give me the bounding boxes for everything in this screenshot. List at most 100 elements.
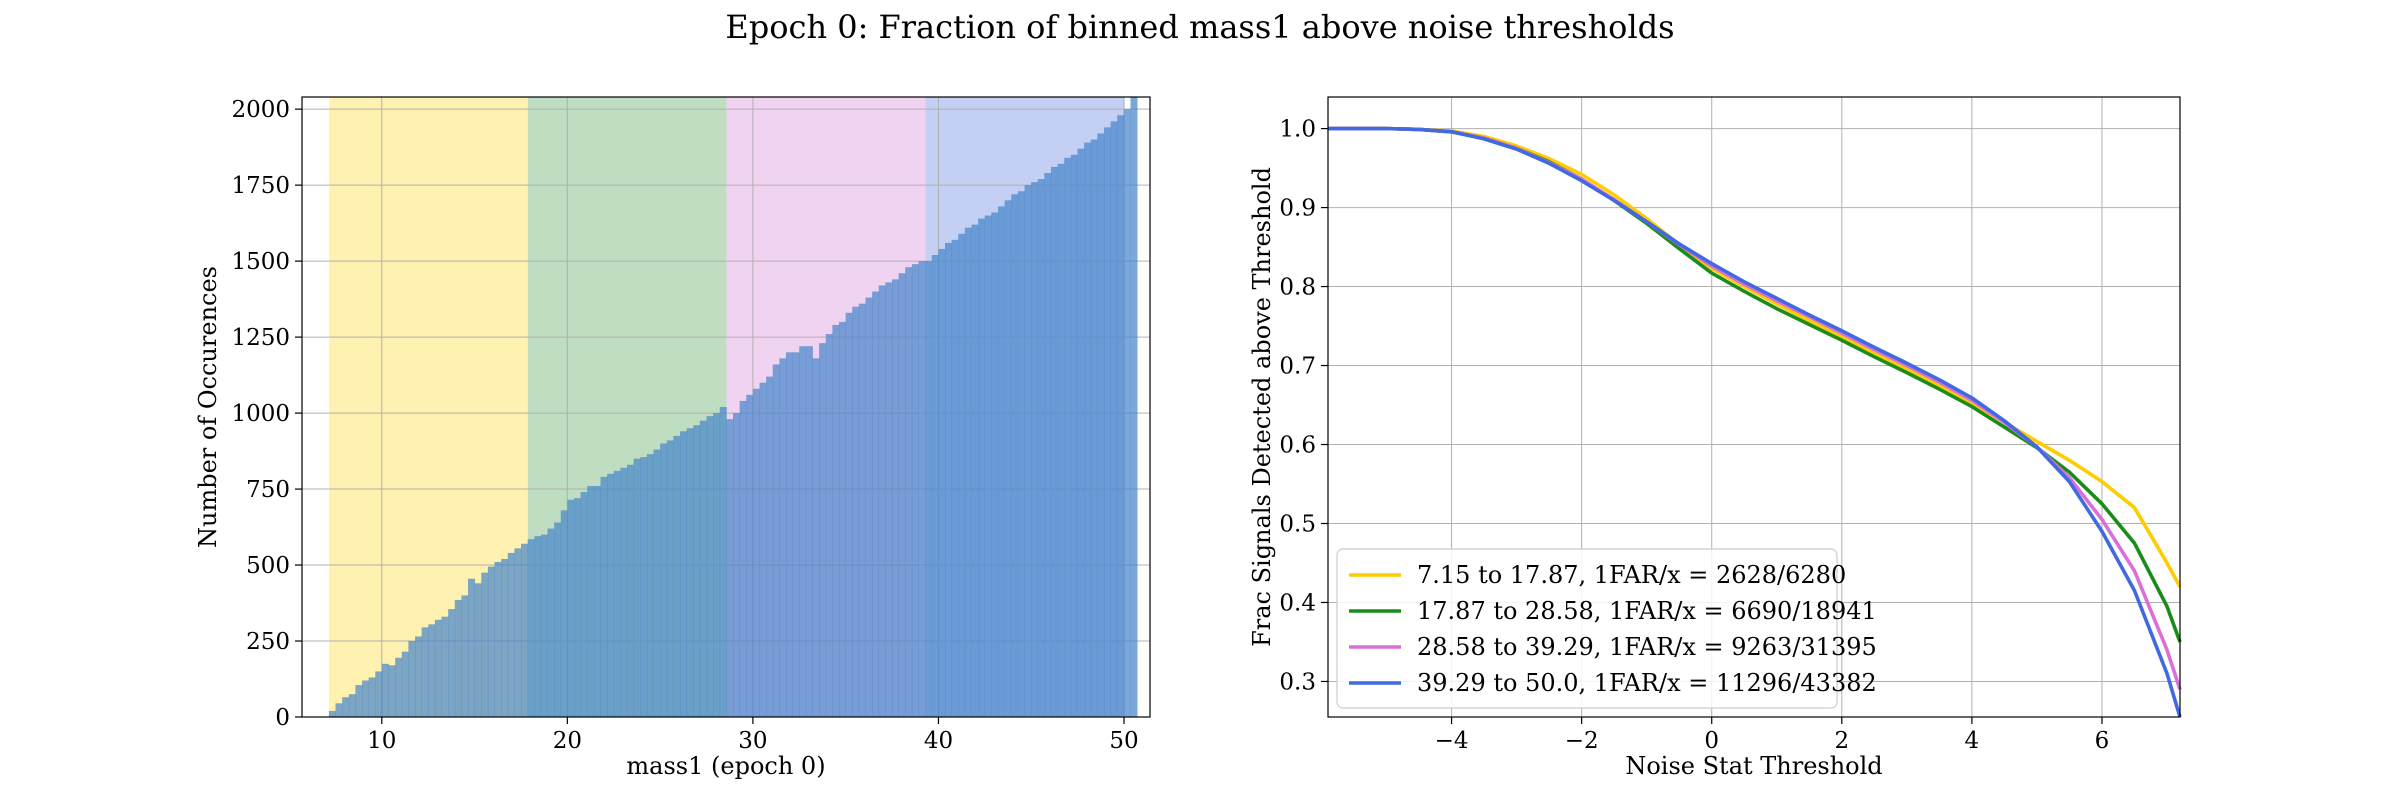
histogram-bar bbox=[752, 388, 760, 717]
histogram-bar bbox=[944, 242, 953, 717]
y-tick-label: 0.3 bbox=[1279, 669, 1316, 695]
histogram-bar bbox=[627, 464, 635, 717]
y-tick-label: 1.0 bbox=[1279, 117, 1316, 143]
y-tick-label: 0.7 bbox=[1279, 354, 1316, 380]
y-tick-label: 1500 bbox=[231, 249, 290, 275]
histogram-bar bbox=[971, 224, 979, 717]
x-tick-label: −2 bbox=[1565, 728, 1599, 754]
histogram-bar bbox=[911, 264, 919, 717]
histogram-bar bbox=[521, 543, 529, 717]
histogram-bar bbox=[819, 343, 827, 717]
histogram-bar bbox=[434, 619, 442, 717]
histogram-bar bbox=[984, 215, 992, 717]
histogram-bar bbox=[408, 641, 416, 717]
histogram-bar bbox=[487, 566, 495, 717]
histogram-bar bbox=[872, 291, 880, 717]
histogram-bar bbox=[428, 624, 436, 717]
histogram-bar bbox=[918, 261, 926, 717]
histogram-bar bbox=[1110, 121, 1118, 718]
histogram-bar bbox=[454, 599, 462, 717]
histogram-bar bbox=[713, 413, 721, 717]
histogram-bar bbox=[766, 376, 774, 717]
histogram-bar bbox=[772, 364, 780, 717]
histogram-bar bbox=[931, 255, 939, 717]
histogram-bar bbox=[666, 440, 674, 717]
histogram-bar bbox=[580, 492, 588, 717]
histogram-bar bbox=[593, 486, 601, 717]
histogram-bar bbox=[653, 449, 661, 717]
histogram-bar bbox=[812, 358, 820, 717]
histogram-bar bbox=[792, 352, 800, 717]
histogram-bar bbox=[607, 473, 615, 717]
histogram-bar bbox=[646, 454, 654, 717]
histogram-bar bbox=[699, 420, 707, 717]
histogram-bar bbox=[964, 227, 972, 717]
histogram-bar bbox=[865, 297, 873, 717]
histogram-bar bbox=[560, 510, 568, 717]
x-tick-label: 4 bbox=[1965, 728, 1980, 754]
legend-label: 39.29 to 50.0, 1FAR/x = 11296/43382 bbox=[1417, 669, 1877, 697]
histogram-bar bbox=[335, 703, 343, 717]
histogram-bar bbox=[746, 394, 754, 717]
y-tick-label: 0.6 bbox=[1279, 433, 1316, 459]
histogram-bar bbox=[375, 671, 383, 717]
histogram-bar bbox=[680, 431, 688, 717]
histogram-bar bbox=[348, 694, 356, 717]
histogram-bar bbox=[726, 419, 734, 717]
histogram-bar bbox=[951, 239, 959, 717]
histogram-bar bbox=[991, 212, 999, 718]
threshold-line-chart: −4 −2 0 2 4 6 0.3 0.4 0.5 0.6 0.7 0.8 0.9 1.0 7.15 to… bbox=[1248, 96, 2182, 780]
histogram-bar bbox=[507, 552, 515, 717]
histogram-bar bbox=[388, 665, 396, 717]
histogram-bar bbox=[898, 273, 906, 717]
histogram-bar bbox=[1117, 115, 1125, 717]
histogram-bar bbox=[686, 428, 694, 717]
x-tick-label: 2 bbox=[1834, 728, 1849, 754]
histogram-bar bbox=[706, 416, 714, 717]
y-axis-label: Number of Occurences bbox=[194, 266, 222, 548]
histogram-bar bbox=[527, 539, 535, 717]
x-axis-label: mass1 (epoch 0) bbox=[626, 752, 825, 780]
legend: 7.15 to 17.87, 1FAR/x = 2628/6280 17.87 t… bbox=[1336, 548, 1877, 709]
figure-title: Epoch 0: Fraction of binned mass1 above … bbox=[725, 8, 1675, 46]
histogram-bar bbox=[1031, 182, 1039, 718]
histogram-bar bbox=[613, 470, 621, 717]
y-tick-label: 1750 bbox=[231, 173, 290, 199]
y-tick-label: 1000 bbox=[231, 401, 290, 427]
histogram-bar bbox=[448, 609, 456, 717]
histogram-bar bbox=[474, 583, 482, 717]
histogram-bar bbox=[1130, 97, 1138, 717]
histogram-bar bbox=[1050, 166, 1058, 717]
histogram-bar bbox=[468, 578, 476, 717]
histogram-bar bbox=[878, 285, 886, 717]
histogram-bar bbox=[494, 562, 502, 717]
histogram-bar bbox=[805, 346, 813, 717]
y-tick-label: 0.8 bbox=[1279, 275, 1316, 301]
histogram-bar bbox=[395, 657, 403, 717]
histogram-bar bbox=[342, 697, 350, 717]
histogram-bar bbox=[858, 303, 866, 717]
histogram-chart: 10 20 30 40 50025050075010001250150017502000… bbox=[194, 96, 1151, 780]
histogram-bar bbox=[1084, 142, 1092, 717]
histogram-bar bbox=[1077, 148, 1085, 717]
x-tick-label: 50 bbox=[1109, 728, 1138, 754]
histogram-bar bbox=[381, 663, 389, 717]
histogram-bar bbox=[825, 334, 833, 717]
histogram-bar bbox=[779, 358, 787, 717]
histogram-bar bbox=[481, 572, 489, 717]
histogram-bar bbox=[1044, 172, 1052, 717]
x-tick-label: −4 bbox=[1435, 728, 1469, 754]
histogram-bar bbox=[845, 312, 853, 717]
histogram-bar bbox=[719, 407, 727, 717]
histogram-bar bbox=[1103, 127, 1111, 718]
histogram-bar bbox=[925, 261, 933, 717]
histogram-bar bbox=[587, 486, 595, 717]
histogram-bar bbox=[1004, 200, 1012, 718]
histogram-bar bbox=[401, 651, 409, 717]
histogram-bar bbox=[732, 413, 741, 717]
histogram-bar bbox=[1064, 157, 1072, 718]
histogram-bar bbox=[660, 443, 668, 717]
histogram-bar bbox=[799, 346, 807, 717]
histogram-bar bbox=[514, 548, 522, 717]
legend-label: 28.58 to 39.29, 1FAR/x = 9263/31395 bbox=[1417, 633, 1877, 661]
